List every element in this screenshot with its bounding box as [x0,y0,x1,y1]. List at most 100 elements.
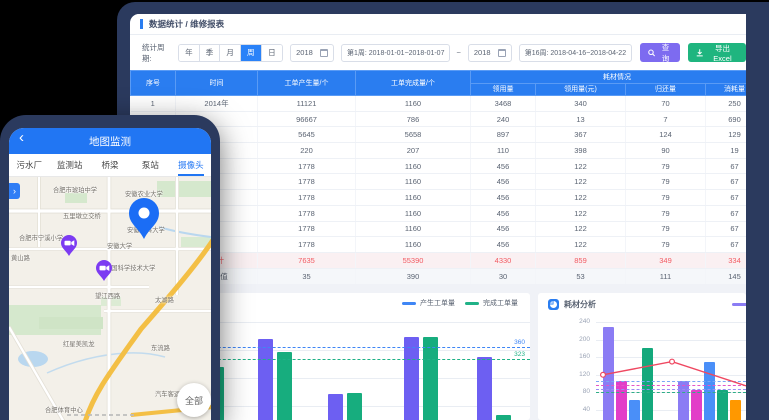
report-table: 序号 时间 工单产生量/个 工单完成量/个 耗材情况 领用量 领用量(元) 归还量 消耗量 1 20… [130,70,746,284]
bar-完成工单量 [423,337,438,420]
period-option[interactable]: 周 [240,44,262,61]
period-option[interactable]: 日 [261,44,283,61]
map-park [157,181,211,197]
period-option[interactable]: 季 [199,44,221,61]
table-row: 10177811604561227967 [130,236,746,253]
column-header: 时间 [175,70,258,96]
show-all-button[interactable]: 全部 [177,383,211,417]
table-cell: 124 [625,126,706,144]
consumable-bar [678,381,689,420]
end-year-select[interactable]: 2018 [467,43,512,62]
table-cell: 7635 [257,252,356,269]
map-view[interactable]: 合肥市琥珀中学安徽农业大学五里墩立交桥合肥市宁溪小学安徽医科大学安徽大学中国科学… [9,177,211,420]
table-cell: 1160 [355,189,471,206]
bar-产生工单量 [477,357,492,420]
table-cell: 70 [625,95,706,112]
total-row: 合计7635553904330859349334 [130,252,746,269]
map-label: 红星美凯龙 [63,341,95,348]
sub-column-header: 领用量 [470,82,536,96]
table-cell: 19 [705,142,746,159]
end-year-value: 2018 [473,48,491,57]
table-cell: 1160 [355,236,471,253]
column-header: 工单完成量/个 [355,70,471,96]
average-row: 平均值353903053111145 [130,268,746,284]
back-icon[interactable]: ‹ [19,129,24,146]
workorder-chart-legend: 产生工单量 完成工单量 [402,298,518,308]
search-button[interactable]: 查询 [640,43,681,63]
table-row: 1 2014年 11121 1160 3468 340 70 250 [130,95,746,112]
table-cell: 4330 [470,252,536,269]
table-cell: 398 [535,142,626,159]
table-cell: 859 [535,252,626,269]
table-row: 356455658897367124129 [130,126,746,144]
table-cell: 7 [625,111,706,128]
export-excel-button[interactable]: 导出Excel [688,43,746,63]
sub-column-header: 领用量(元) [535,82,626,96]
y-axis-tick: 200 [579,335,590,343]
end-week-input[interactable]: 第16周: 2018-04-16~2018-04-22 [518,43,633,62]
map-highway [83,238,211,420]
camera-marker[interactable] [95,260,113,287]
phone-app-header: ‹ 地图监测 [9,128,211,154]
map-label: 合肥市琥珀中学 [53,187,98,194]
table-cell: 340 [535,95,626,112]
calendar-icon [319,48,328,57]
map-expand-button[interactable]: › [9,183,20,199]
breadcrumb: 数据统计 / 维修报表 [149,19,225,29]
map-label: 太湖路 [155,297,174,304]
table-cell: 690 [705,111,746,128]
phone-page-title: 地图监测 [89,135,131,148]
table-cell: 11121 [257,95,356,112]
table-cell: 1160 [355,158,471,175]
reference-line [596,385,746,387]
report-table-wrap: 序号 时间 工单产生量/个 工单完成量/个 耗材情况 领用量 领用量(元) 归还量 消耗量 1 20… [130,70,746,284]
legend-item[interactable]: 产生工单量 [402,298,455,308]
camera-marker[interactable] [60,235,78,262]
consumable-chart-card: 240 200 160 120 80 40 耗材分析 [538,293,746,420]
table-cell: 1160 [355,221,471,238]
column-header: 工单产生量/个 [257,70,356,96]
table-cell: 96667 [257,111,356,128]
map-label: 汽车客运西站 [155,391,193,398]
map-label: 黄山路 [11,255,30,262]
table-cell: 79 [625,236,706,253]
period-option[interactable]: 年 [179,44,200,61]
export-button-label: 导出Excel [713,43,732,63]
table-cell: 122 [535,158,626,175]
map-roads [9,177,211,420]
phone-tab[interactable]: 泵站 [141,160,159,170]
table-cell: 456 [470,158,536,175]
reference-line [596,381,746,383]
period-label: 统计周期: [142,42,165,63]
legend-item[interactable]: 完成工单量 [465,298,518,308]
table-cell: 79 [625,189,706,206]
table-cell: 456 [470,189,536,206]
bar-产生工单量 [328,394,343,420]
filter-bar: 统计周期: 年季月周日 2018 第1周: 2018-01-01~2018-01… [130,35,746,70]
breadcrumb-accent-bar [140,19,143,29]
start-year-select[interactable]: 2018 [290,43,334,62]
phone-tab[interactable]: 污水厂 [16,160,42,170]
table-cell: 13 [535,111,626,128]
table-cell: 122 [535,236,626,253]
phone-tab[interactable]: 监测站 [56,160,83,170]
y-axis-tick: 120 [579,370,590,378]
reference-line [138,359,530,361]
phone-tab[interactable]: 桥梁 [101,160,119,170]
table-cell: 786 [355,111,471,128]
map-label: 安徽农业大学 [125,191,163,198]
table-cell: 2014年 [175,95,258,112]
map-label: 中国科学技术大学 [105,265,156,272]
table-cell: 456 [470,173,536,191]
selected-location-pin[interactable] [127,198,161,245]
map-canvas [9,177,211,420]
start-week-input[interactable]: 第1周: 2018-01-01~2018-01-07 [340,43,451,62]
map-label: 望江西路 [95,293,121,300]
phone-tab[interactable]: 摄像头 [171,154,211,176]
start-year-value: 2018 [296,48,313,57]
period-option[interactable]: 月 [220,44,241,61]
table-cell: 456 [470,236,536,253]
sub-column-header: 归还量 [625,82,706,96]
